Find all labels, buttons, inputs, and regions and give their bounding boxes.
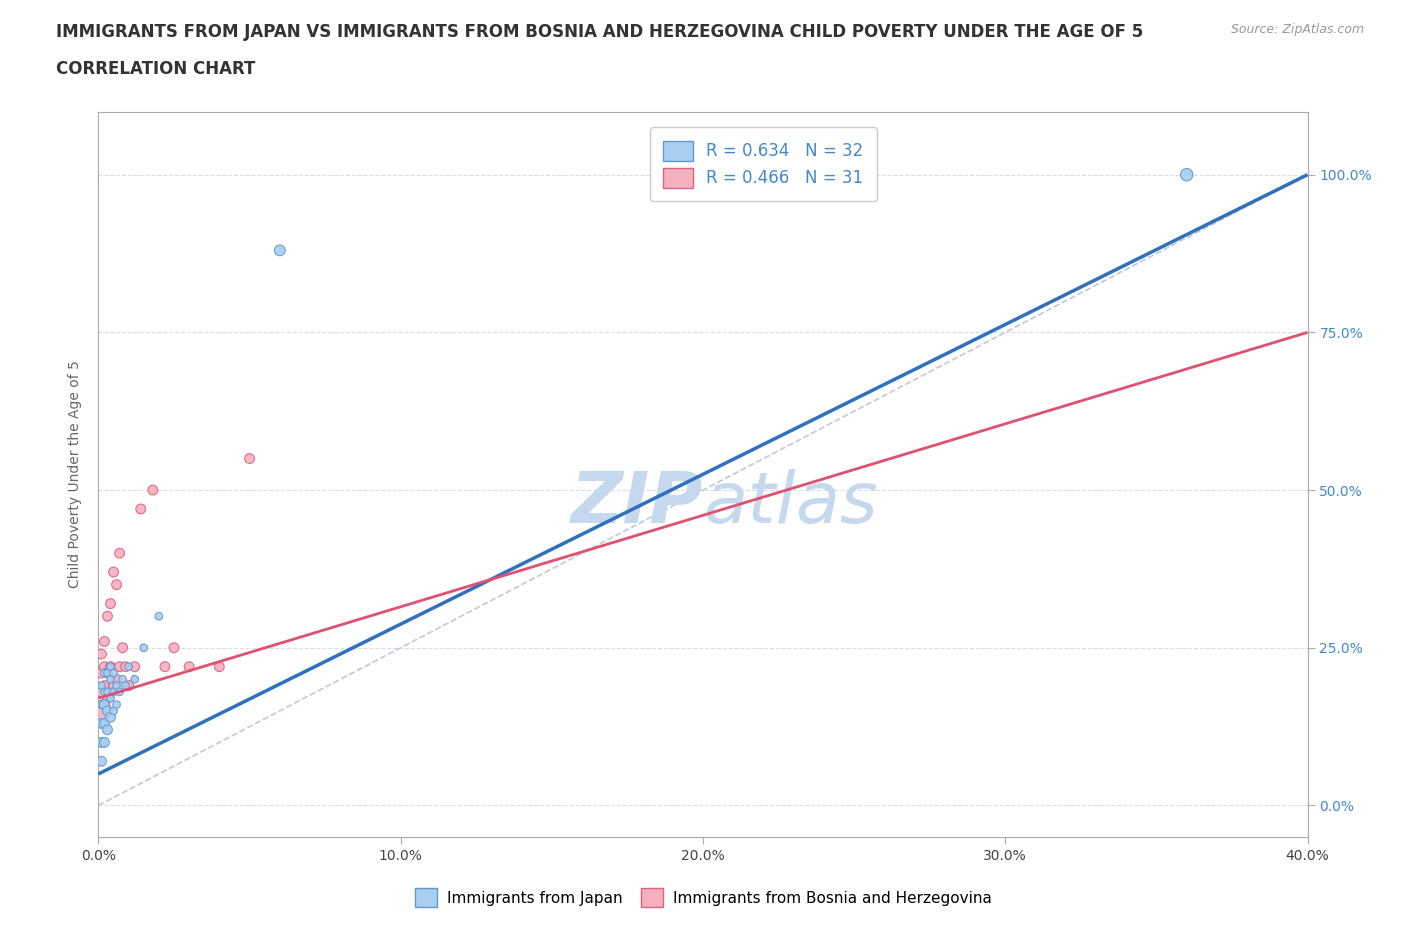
Point <box>100 671 122 686</box>
Point <box>129 501 152 516</box>
Point <box>93 684 115 699</box>
Text: atlas: atlas <box>703 469 877 538</box>
Point <box>105 671 128 686</box>
Point <box>105 678 128 693</box>
Point <box>96 609 118 624</box>
Point <box>93 678 115 693</box>
Point <box>96 723 118 737</box>
Point <box>103 666 125 681</box>
Point <box>118 659 141 674</box>
Point <box>105 698 128 712</box>
Point <box>103 678 125 693</box>
Point <box>93 666 115 681</box>
Point <box>179 659 201 674</box>
Point <box>103 684 125 699</box>
Text: IMMIGRANTS FROM JAPAN VS IMMIGRANTS FROM BOSNIA AND HERZEGOVINA CHILD POVERTY UN: IMMIGRANTS FROM JAPAN VS IMMIGRANTS FROM… <box>56 23 1143 41</box>
Point <box>96 703 118 718</box>
Point <box>103 565 125 579</box>
Point <box>132 641 155 656</box>
Point <box>163 641 186 656</box>
Point <box>153 659 176 674</box>
Point <box>96 684 118 699</box>
Point <box>100 596 122 611</box>
Point <box>90 666 112 681</box>
Point <box>96 666 118 681</box>
Point <box>93 659 115 674</box>
Point <box>105 578 128 592</box>
Text: Source: ZipAtlas.com: Source: ZipAtlas.com <box>1230 23 1364 36</box>
Point <box>100 710 122 724</box>
Point <box>90 754 112 769</box>
Point <box>90 703 112 718</box>
Point <box>108 659 131 674</box>
Point <box>124 671 146 686</box>
Point <box>96 666 118 681</box>
Point <box>108 684 131 699</box>
Point <box>100 659 122 674</box>
Point <box>90 716 112 731</box>
Point <box>96 691 118 706</box>
Point <box>90 646 112 661</box>
Point <box>90 698 112 712</box>
Point <box>93 716 115 731</box>
Point <box>269 243 291 258</box>
Point <box>93 634 115 649</box>
Point <box>142 483 165 498</box>
Point <box>90 684 112 699</box>
Point <box>1175 167 1198 182</box>
Point <box>208 659 231 674</box>
Point <box>111 671 134 686</box>
Point <box>90 678 112 693</box>
Point <box>93 735 115 750</box>
Point <box>93 698 115 712</box>
Point <box>124 659 146 674</box>
Point <box>148 609 170 624</box>
Legend: Immigrants from Japan, Immigrants from Bosnia and Herzegovina: Immigrants from Japan, Immigrants from B… <box>408 883 998 913</box>
Point <box>118 678 141 693</box>
Point <box>108 546 131 561</box>
Point <box>114 678 136 693</box>
Point <box>100 659 122 674</box>
Point <box>100 684 122 699</box>
Point <box>100 691 122 706</box>
Text: ZIP: ZIP <box>571 469 703 538</box>
Legend: R = 0.634   N = 32, R = 0.466   N = 31: R = 0.634 N = 32, R = 0.466 N = 31 <box>650 127 877 201</box>
Text: CORRELATION CHART: CORRELATION CHART <box>56 60 256 78</box>
Point <box>103 703 125 718</box>
Point <box>93 698 115 712</box>
Point <box>239 451 262 466</box>
Y-axis label: Child Poverty Under the Age of 5: Child Poverty Under the Age of 5 <box>69 360 83 589</box>
Point <box>114 659 136 674</box>
Point <box>90 735 112 750</box>
Point <box>111 641 134 656</box>
